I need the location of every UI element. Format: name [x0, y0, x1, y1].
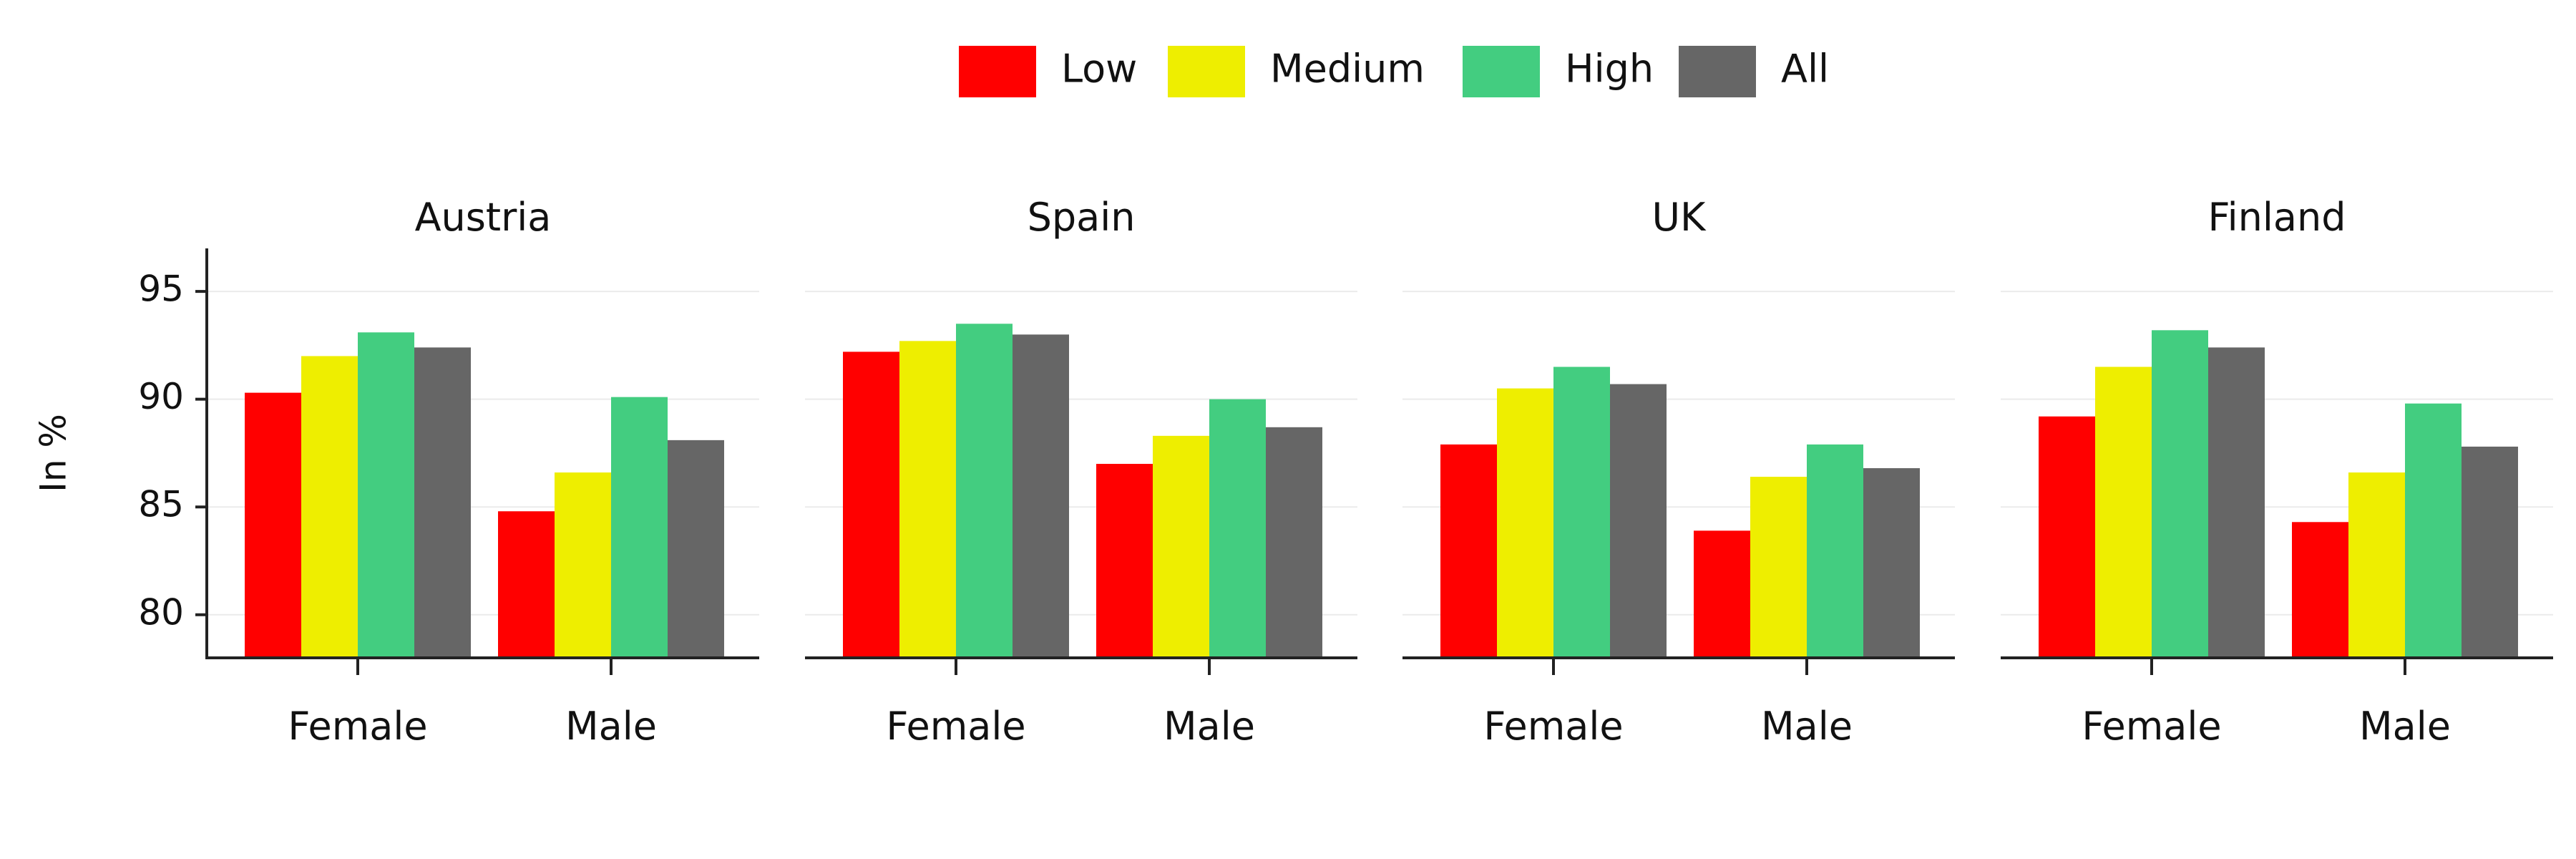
- panel-spain: Spain Female Male: [805, 195, 1357, 749]
- bar-austria-female-medium: [301, 356, 358, 658]
- legend-label-low: Low: [1061, 47, 1137, 92]
- panel-title: Austria: [415, 195, 552, 240]
- y-tick-label: 90: [138, 376, 184, 417]
- y-tick-label: 85: [138, 484, 184, 525]
- panel-finland: Finland Female Male: [2001, 195, 2553, 749]
- bar-austria-male-low: [498, 511, 555, 658]
- legend-swatch-high: [1463, 46, 1540, 97]
- y-tick-label: 95: [138, 268, 184, 310]
- bar-spain-female-low: [843, 351, 899, 658]
- bar-uk-male-medium: [1750, 477, 1807, 658]
- bar-uk-female-high: [1553, 367, 1610, 658]
- panel-title: UK: [1652, 195, 1707, 240]
- bar-austria-male-medium: [555, 472, 611, 658]
- legend-swatch-low: [959, 46, 1036, 97]
- x-tick-label: Female: [288, 704, 427, 749]
- x-tick-label: Male: [1761, 704, 1853, 749]
- bar-spain-male-medium: [1153, 435, 1209, 658]
- legend-swatch-medium: [1168, 46, 1245, 97]
- bar-spain-female-all: [1013, 334, 1069, 658]
- bar-austria-male-all: [668, 440, 724, 658]
- panel-uk: UK Female Male: [1402, 195, 1955, 749]
- bar-finland-female-all: [2208, 347, 2265, 658]
- bar-uk-male-high: [1807, 444, 1863, 658]
- panels: Austria Female Male 80 85 90 95 Spain Female Male…: [138, 195, 2553, 749]
- bar-uk-female-medium: [1497, 388, 1553, 658]
- bar-uk-male-all: [1863, 468, 1920, 658]
- legend-label-high: High: [1565, 47, 1654, 92]
- bar-austria-female-low: [245, 392, 301, 658]
- bar-austria-male-high: [611, 397, 668, 658]
- bar-finland-female-high: [2152, 330, 2208, 658]
- legend-swatch-all: [1679, 46, 1756, 97]
- bar-finland-male-all: [2462, 446, 2518, 658]
- panel-title: Spain: [1028, 195, 1136, 240]
- x-tick-label: Male: [2359, 704, 2451, 749]
- y-tick-label: 80: [138, 591, 184, 633]
- bar-spain-female-high: [956, 324, 1013, 658]
- x-tick-label: Male: [565, 704, 657, 749]
- bar-finland-female-medium: [2095, 367, 2152, 658]
- bar-spain-male-high: [1209, 399, 1266, 658]
- panel-title: Finland: [2208, 195, 2346, 240]
- x-tick-label: Female: [1483, 704, 1623, 749]
- bar-uk-female-all: [1610, 384, 1667, 658]
- x-tick-label: Female: [886, 704, 1025, 749]
- bar-austria-female-high: [358, 332, 414, 658]
- legend-label-medium: Medium: [1270, 47, 1425, 92]
- panel-austria: Austria Female Male 80 85 90 95: [138, 195, 759, 749]
- bar-finland-female-low: [2039, 416, 2095, 658]
- bar-finland-male-high: [2405, 403, 2462, 658]
- bar-finland-male-medium: [2348, 472, 2405, 658]
- x-tick-label: Male: [1163, 704, 1255, 749]
- legend: Low Medium High All: [959, 46, 1829, 97]
- bar-uk-male-low: [1694, 530, 1750, 658]
- bar-spain-male-all: [1266, 427, 1322, 658]
- bar-spain-female-medium: [899, 341, 956, 658]
- bar-finland-male-low: [2292, 522, 2348, 658]
- legend-label-all: All: [1781, 47, 1829, 92]
- x-tick-label: Female: [2082, 704, 2221, 749]
- y-axis-label: In %: [33, 414, 74, 492]
- bar-austria-female-all: [414, 347, 471, 658]
- bar-uk-female-low: [1440, 444, 1497, 658]
- bar-spain-male-low: [1096, 464, 1153, 658]
